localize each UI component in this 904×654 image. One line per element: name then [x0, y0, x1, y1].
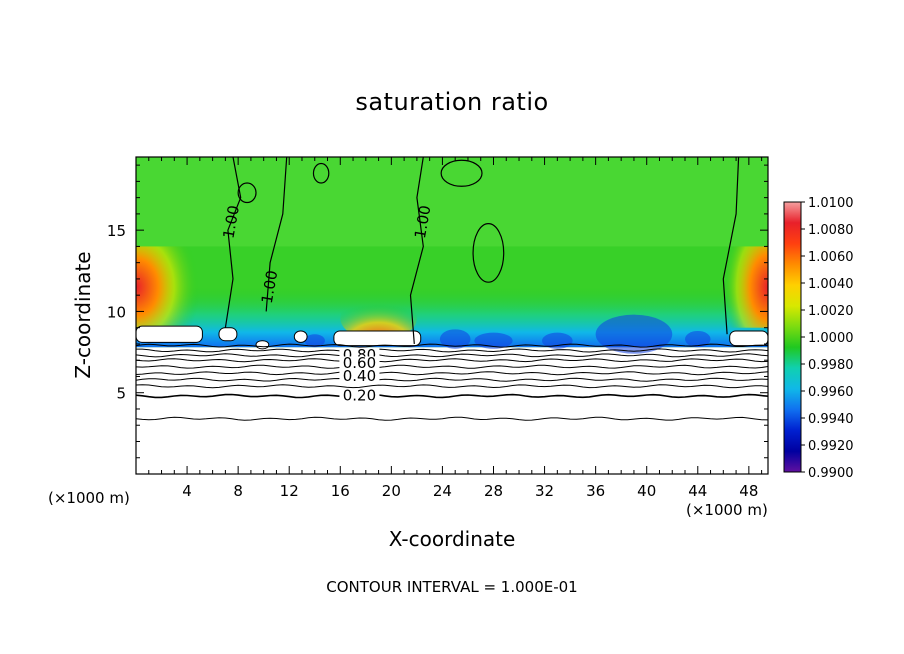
contour-label-bg [339, 356, 380, 371]
colorbar-label: 1.0040 [808, 277, 854, 292]
contour-labels: 1.001.001.000.800.600.400.20 [220, 204, 435, 405]
contour-label: 0.60 [343, 354, 376, 372]
cloud-patch [293, 330, 308, 343]
blue-patch [595, 314, 673, 354]
contour-line [135, 371, 769, 376]
colorbar-label: 1.0020 [808, 304, 854, 319]
y-axis-ticks: 5 10 15 [107, 164, 768, 459]
contour-closed [237, 182, 257, 204]
x-axis-unit-right: (×1000 m) [686, 501, 768, 519]
y-tick-label: 5 [116, 385, 126, 403]
heatmap-plot-area: 1.001.001.000.800.600.400.20 [135, 156, 769, 475]
blue-patches [304, 314, 711, 354]
contour-line [135, 358, 769, 363]
subsaturated-region [136, 347, 768, 474]
contour-label: 1.00 [220, 204, 244, 240]
x-tick-label: 44 [688, 482, 707, 500]
colorbar-label: 1.0100 [808, 196, 854, 211]
colorbar-labels: 1.0100 1.0080 1.0060 1.0040 1.0020 1.0000 0.99… [801, 196, 854, 481]
colorbar-label: 0.9900 [808, 466, 854, 481]
contour-label: 0.40 [343, 367, 376, 385]
colorbar-label: 1.0080 [808, 223, 854, 238]
x-tick-label: 4 [182, 482, 192, 500]
colorbar-label: 1.0060 [808, 250, 854, 265]
contour-label: 1.00 [411, 204, 435, 240]
y-tick-label: 15 [107, 222, 126, 240]
colorbar-label: 0.9940 [808, 412, 854, 427]
contour-line [135, 364, 769, 369]
contour-closed [312, 162, 330, 184]
colorbar-label: 0.9960 [808, 385, 854, 400]
contour-line [135, 384, 769, 389]
x-tick-label: 8 [233, 482, 243, 500]
contour-line [409, 156, 424, 344]
blue-patch [685, 330, 711, 348]
contour-line [135, 377, 769, 382]
contour-line [224, 156, 242, 328]
cloud-patch [255, 340, 270, 350]
supersaturation-center [340, 295, 417, 341]
blue-patch [304, 334, 325, 348]
blue-patch [439, 329, 471, 349]
supersaturation-right [723, 246, 768, 328]
contour-closed [440, 159, 483, 187]
x-tick-label: 24 [433, 482, 452, 500]
x-tick-label: 48 [739, 482, 758, 500]
y-tick-label: 10 [107, 303, 126, 321]
colorbar: 1.0100 1.0080 1.0060 1.0040 1.0020 1.0000 0.99… [783, 196, 854, 481]
x-tick-label: 40 [637, 482, 656, 500]
x-axis-unit-left: (×1000 m) [48, 489, 130, 507]
contour-line [722, 156, 740, 335]
contour-line [135, 393, 769, 399]
plot-frame [135, 156, 769, 475]
heatmap-upper-light [136, 157, 768, 247]
x-tick-label: 36 [586, 482, 605, 500]
x-tick-label: 20 [382, 482, 401, 500]
colorbar-label: 1.0000 [808, 331, 854, 346]
contour-label-bg [339, 369, 380, 384]
contour-label: 1.00 [258, 269, 282, 305]
contour-lines [135, 156, 769, 421]
contour-line [135, 353, 769, 358]
cloud-patch [333, 330, 422, 347]
cloud-patch [729, 330, 769, 347]
x-tick-label: 28 [484, 482, 503, 500]
contour-line [135, 343, 769, 348]
colorbar-bar [783, 201, 802, 473]
contour-line [136, 348, 769, 353]
x-tick-label: 12 [280, 482, 299, 500]
cloud-patch [135, 325, 203, 343]
supersaturation-left [136, 246, 200, 328]
chart-title: saturation ratio [355, 88, 549, 116]
contour-label-bg [339, 388, 380, 403]
contour-line [265, 156, 288, 312]
contour-label: 0.20 [343, 386, 376, 404]
x-axis-label: X-coordinate [388, 527, 516, 551]
colorbar-label: 0.9920 [808, 439, 854, 454]
cloud-patch [218, 327, 238, 342]
contour-line [135, 416, 769, 421]
x-tick-label: 32 [535, 482, 554, 500]
contour-interval-note: CONTOUR INTERVAL = 1.000E-01 [326, 578, 578, 596]
x-tick-label: 16 [331, 482, 350, 500]
x-axis-ticks: 4 8 12 16 20 24 28 32 36 40 44 48 [148, 157, 763, 500]
colorbar-label: 0.9980 [808, 358, 854, 373]
y-axis-label: Z-coordinate [71, 251, 95, 379]
contour-closed [472, 223, 505, 283]
